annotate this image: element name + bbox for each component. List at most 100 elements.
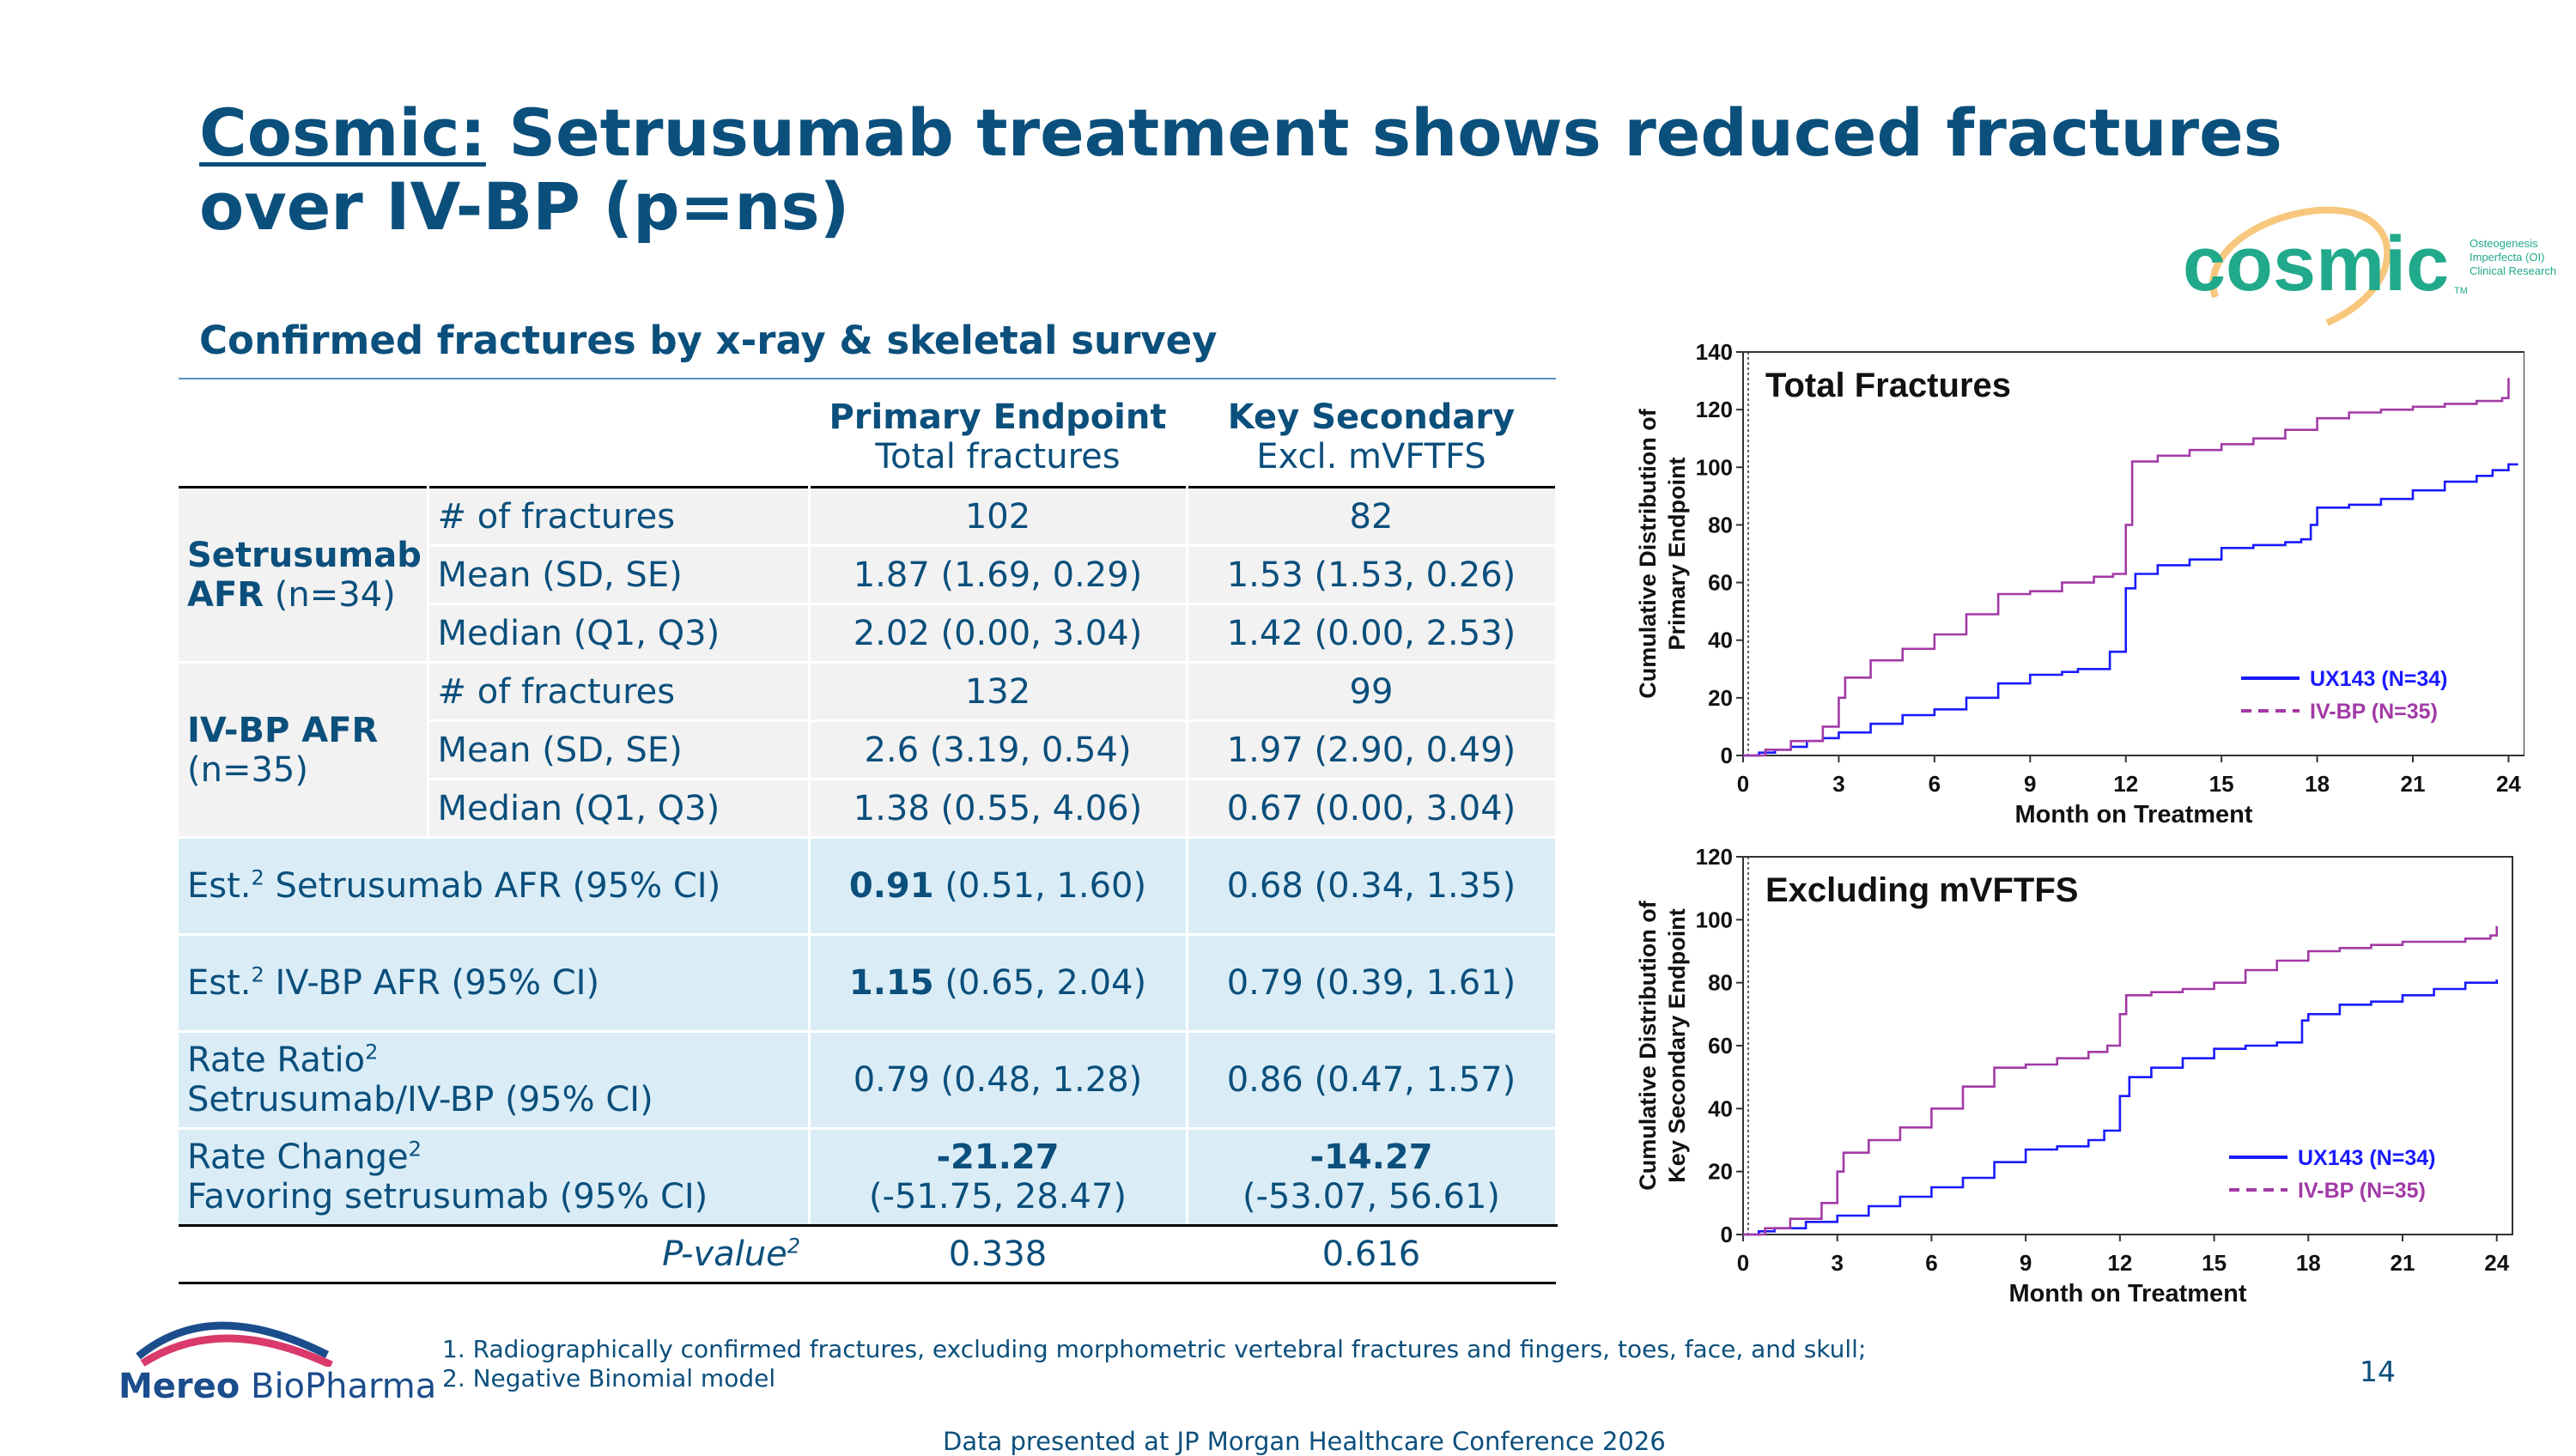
table-row: Rate Ratio2 Setrusumab/IV-BP (95% CI) 0.7…: [179, 1031, 1558, 1130]
x-tick-label: 24: [2496, 771, 2521, 797]
y-axis-label-line1: Cumulative Distribution of: [1635, 900, 1661, 1191]
row-label: # of fractures: [428, 661, 811, 722]
source-credit: Data presented at JP Morgan Healthcare C…: [943, 1427, 1666, 1456]
fracture-table: Primary Endpoint Total fractures Key Seco…: [179, 388, 1558, 1284]
table-row: P-value2 0.338 0.616: [179, 1225, 1556, 1284]
legend-label: IV-BP (N=35): [2298, 1179, 2426, 1203]
y-axis-label: Cumulative Distribution of Key Secondary …: [1635, 900, 1690, 1191]
x-tick-label: 15: [2202, 1250, 2227, 1276]
cell-value: 0.86 (0.47, 1.57): [1187, 1031, 1558, 1130]
row-label: Rate Change2 Favoring setrusumab (95% CI): [179, 1128, 811, 1227]
cosmic-logo-line2: Imperfecta (OI): [2470, 251, 2544, 264]
cell-value: 0.67 (0.00, 3.04): [1187, 779, 1558, 839]
table-row: IV-BP AFR (n=35) # of fractures 132 99: [179, 661, 1558, 839]
pvalue-label: P-value2: [179, 1225, 809, 1284]
row-label: Est.2 IV-BP AFR (95% CI): [179, 934, 811, 1033]
row-label: Est.2 Setrusumab AFR (95% CI): [179, 836, 811, 936]
excluding-mvftfs-chart: 0 20 40 60 80 100 120 0 3 6 9 12 15 18 21 24 Month on Tr…: [1635, 844, 2513, 1307]
footnote-2: 2. Negative Binomial model: [442, 1364, 776, 1392]
table-header-row: Primary Endpoint Total fractures Key Seco…: [179, 388, 1556, 488]
y-tick-label: 0: [1721, 743, 1733, 768]
x-tick-label: 9: [2024, 771, 2036, 797]
cell-value: 1.87 (1.69, 0.29): [809, 545, 1188, 605]
footnote-1: 1. Radiographically confirmed fractures,…: [442, 1335, 1867, 1363]
y-tick-label: 0: [1721, 1222, 1733, 1247]
x-tick-label: 3: [1831, 1250, 1843, 1276]
x-tick-label: 12: [2107, 1250, 2132, 1276]
chart-excluding-mvftfs: 0 20 40 60 80 100 120 0 3 6 9 12 15 18 21 24 Month on Tr…: [1614, 841, 2524, 1326]
x-tick-label: 3: [1832, 771, 1844, 797]
x-tick-label: 24: [2484, 1250, 2509, 1276]
table-row: Median (Q1, Q3) 2.02 (0.00, 3.04) 1.42 (…: [179, 604, 1558, 664]
cell-value: 0.68 (0.34, 1.35): [1187, 836, 1558, 936]
y-axis-label-line2: Key Secondary Endpoint: [1664, 908, 1690, 1183]
cell-value: -21.27 (-51.75, 28.47): [809, 1128, 1188, 1227]
y-axis-label: Cumulative Distribution of Primary Endpoi…: [1635, 408, 1690, 699]
cell-value: -14.27 (-53.07, 56.61): [1187, 1128, 1558, 1227]
cell-value: 132: [809, 661, 1188, 722]
series-line-ivbp: [1743, 378, 2510, 757]
x-axis-label: Month on Treatment: [2014, 801, 2252, 828]
x-tick-label: 18: [2305, 771, 2330, 797]
header-secondary: Key Secondary Excl. mVFTFS: [1187, 388, 1556, 488]
cell-value: 0.79 (0.39, 1.61): [1187, 934, 1558, 1033]
y-tick-label: 120: [1696, 844, 1733, 870]
plot-frame: [1742, 351, 2525, 756]
cell-value: 1.42 (0.00, 2.53): [1187, 604, 1558, 664]
row-label: Mean (SD, SE): [428, 545, 811, 605]
y-tick-label: 100: [1696, 907, 1733, 932]
row-label: Rate Ratio2 Setrusumab/IV-BP (95% CI): [179, 1031, 811, 1130]
y-tick-label: 20: [1708, 1159, 1733, 1185]
cell-value: 1.97 (2.90, 0.49): [1187, 720, 1558, 780]
y-tick-label: 40: [1708, 628, 1733, 653]
header-primary-sub: Total fractures: [875, 437, 1121, 476]
cell-value: 1.53 (1.53, 0.26): [1187, 545, 1558, 605]
y-tick-label: 40: [1708, 1095, 1733, 1121]
plot-frame: [1742, 856, 2513, 1235]
x-tick-label: 21: [2401, 771, 2426, 797]
y-axis-label-line2: Primary Endpoint: [1664, 457, 1690, 650]
x-tick-label: 21: [2391, 1250, 2415, 1276]
series-line-ivbp: [1743, 925, 2499, 1236]
group-setrusumab: Setrusumab AFR (n=34): [179, 486, 429, 664]
cell-value: 0.91 (0.51, 1.60): [809, 836, 1188, 936]
y-tick-label: 100: [1696, 454, 1733, 480]
x-tick-label: 9: [2020, 1250, 2032, 1276]
cosmic-logo-word: cosmic: [2183, 221, 2449, 307]
page-number: 14: [2360, 1355, 2396, 1388]
legend-label: UX143 (N=34): [2298, 1146, 2436, 1170]
y-tick-label: 80: [1708, 512, 1733, 537]
chart-title: Excluding mVFTFS: [1765, 871, 2078, 909]
title-text: Setrusumab treatment shows reduced fract…: [199, 94, 2282, 245]
y-tick-label: 80: [1708, 970, 1733, 996]
y-tick-label: 20: [1708, 685, 1733, 711]
table-row: Median (Q1, Q3) 1.38 (0.55, 4.06) 0.67 (…: [179, 779, 1558, 839]
cell-value: 0.616: [1187, 1225, 1556, 1284]
table-row: Est.2 Setrusumab AFR (95% CI) 0.91 (0.51…: [179, 836, 1558, 936]
y-axis-label-line1: Cumulative Distribution of: [1635, 408, 1661, 699]
x-axis-label: Month on Treatment: [2008, 1280, 2246, 1307]
cell-value: 1.15 (0.65, 2.04): [809, 934, 1188, 1033]
table-row: Rate Change2 Favoring setrusumab (95% CI)…: [179, 1128, 1558, 1227]
cosmic-logo: cosmic TM Osteogenesis Imperfecta (OI) C…: [2181, 194, 2559, 340]
footnotes: 1. Radiographically confirmed fractures,…: [442, 1335, 1866, 1393]
legend-label: IV-BP (N=35): [2310, 700, 2438, 724]
total-fractures-chart: 0 20 40 60 80 100 120 140 0 3 6 9 12 15 18 21 24 Month on…: [1635, 339, 2525, 828]
cell-value: 0.338: [809, 1225, 1187, 1284]
x-tick-label: 6: [1929, 771, 1941, 797]
header-secondary-sub: Excl. mVFTFS: [1256, 437, 1486, 476]
cell-value: 2.02 (0.00, 3.04): [809, 604, 1188, 664]
header-primary-title: Primary Endpoint: [829, 397, 1167, 437]
cell-value: 1.38 (0.55, 4.06): [809, 779, 1188, 839]
title-link[interactable]: Cosmic:: [199, 94, 486, 171]
y-tick-label: 120: [1696, 397, 1733, 422]
series-line-ux143: [1743, 980, 2499, 1236]
header-primary: Primary Endpoint Total fractures: [809, 388, 1187, 488]
x-tick-label: 15: [2209, 771, 2234, 797]
group-ivbp: IV-BP AFR (n=35): [179, 661, 429, 839]
y-tick-label: 140: [1696, 343, 1733, 365]
chart-total-fractures: 0 20 40 60 80 100 120 140 0 3 6 9 12 15 18 21 24 Month on…: [1614, 339, 2525, 845]
cosmic-logo-tm: TM: [2454, 286, 2468, 296]
cell-value: 102: [809, 486, 1188, 547]
cell-value: 0.79 (0.48, 1.28): [809, 1031, 1188, 1130]
